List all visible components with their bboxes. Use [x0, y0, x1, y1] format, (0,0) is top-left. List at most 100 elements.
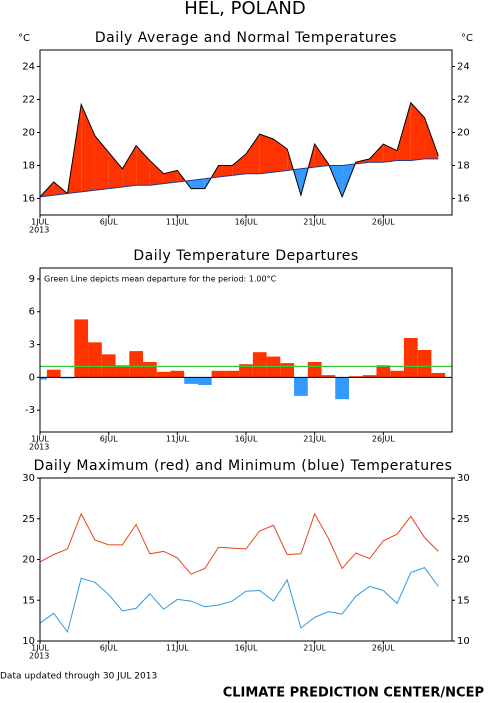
plot-frame: [39, 49, 453, 216]
departure-fill: [149, 160, 164, 186]
chart-title: Daily Temperature Departures: [133, 248, 358, 264]
page-title: HEL, POLAND: [184, 0, 305, 19]
bar: [252, 352, 267, 378]
bar: [156, 371, 171, 378]
plot-area: [40, 101, 439, 199]
y-tick-label: 9: [29, 274, 35, 285]
x-tick-label: 1JUL: [31, 218, 49, 227]
departure-fill: [246, 134, 260, 174]
y-axis-label: °C: [18, 33, 30, 44]
y-tick-label: 20: [22, 555, 35, 566]
chart-title: Daily Maximum (red) and Minimum (blue) T…: [34, 458, 453, 474]
y-tick-label: 10: [22, 636, 35, 647]
plot-area: [40, 512, 439, 634]
footnote: Data updated through 30 JUL 2013: [0, 672, 157, 682]
bar: [170, 370, 185, 378]
series-line: [40, 101, 439, 199]
x-tick-label: 6JUL: [100, 435, 118, 444]
departure-fill: [232, 153, 246, 176]
departure-fill: [397, 102, 411, 161]
y-tick-label: 22: [22, 95, 35, 106]
plot-area: [40, 319, 452, 400]
bar: [417, 350, 432, 378]
y-tick-label: 30: [457, 473, 470, 484]
y-tick-label: 30: [22, 473, 35, 484]
bar: [390, 370, 404, 378]
y-tick-label: 24: [457, 62, 470, 73]
x-tick-label: 6JUL: [100, 218, 118, 227]
series-line: [40, 567, 439, 634]
x-tick-label: 21JUL: [303, 218, 326, 227]
departure-fill: [218, 165, 233, 178]
bar: [115, 365, 130, 378]
departure-fill: [383, 144, 398, 163]
bar: [74, 319, 89, 378]
bar: [376, 365, 391, 378]
y-axis-label: °C: [461, 33, 473, 44]
departure-fill: [122, 145, 137, 187]
x-tick-label: 21JUL: [303, 435, 326, 444]
departure-fill: [369, 144, 384, 163]
departure-fill: [410, 102, 425, 161]
bar: [431, 372, 446, 378]
y-tick-label: 15: [22, 595, 35, 606]
y-tick-label: 18: [457, 161, 470, 172]
x-tick-label: 6JUL: [100, 644, 118, 653]
y-tick-label: 20: [22, 128, 35, 139]
departure-fill: [94, 135, 109, 191]
plot-frame: [39, 477, 453, 642]
departure-fill: [136, 145, 150, 186]
bar: [349, 376, 363, 378]
x-year-label: 2013: [29, 226, 49, 235]
x-tick-label: 11JUL: [166, 218, 189, 227]
departure-fill: [273, 139, 288, 173]
x-tick-label: 26JUL: [372, 435, 395, 444]
y-tick-label: 24: [22, 62, 35, 73]
bar: [307, 362, 322, 378]
bar: [46, 369, 61, 378]
y-tick-label: 16: [457, 194, 470, 205]
y-tick-label: 20: [457, 555, 470, 566]
x-year-label: 2013: [29, 652, 49, 661]
y-tick-label: 0: [29, 372, 35, 383]
series-line: [40, 512, 439, 575]
bar: [197, 377, 212, 385]
departure-fill: [108, 152, 123, 189]
bar: [280, 363, 295, 378]
plot-frame: [39, 267, 453, 433]
bar: [403, 337, 418, 378]
credit: CLIMATE PREDICTION CENTER/NCEP: [223, 686, 484, 701]
chart-title: Daily Average and Normal Temperatures: [95, 30, 397, 46]
y-tick-label: 15: [457, 595, 470, 606]
x-tick-label: 21JUL: [303, 644, 326, 653]
x-tick-label: 26JUL: [372, 644, 395, 653]
bar: [60, 377, 75, 379]
departure-fill: [81, 104, 95, 192]
x-tick-label: 1JUL: [31, 435, 49, 444]
y-tick-label: 20: [457, 128, 470, 139]
y-tick-label: 25: [22, 514, 35, 525]
bar: [88, 342, 102, 378]
bar: [362, 375, 377, 378]
series-line: [40, 158, 439, 198]
x-tick-label: 16JUL: [235, 218, 258, 227]
departure-fill: [163, 170, 178, 184]
x-tick-label: 16JUL: [235, 435, 258, 444]
bar: [335, 377, 349, 400]
x-year-label: 2013: [29, 443, 49, 452]
x-tick-label: 16JUL: [235, 644, 258, 653]
y-tick-label: 10: [457, 636, 470, 647]
y-tick-label: 18: [22, 161, 35, 172]
y-tick-label: 16: [22, 194, 35, 205]
bar: [321, 375, 336, 378]
departure-fill: [259, 134, 274, 174]
y-tick-label: -3: [25, 405, 35, 416]
x-tick-label: 26JUL: [372, 218, 395, 227]
bar: [184, 377, 198, 384]
y-tick-label: 6: [29, 307, 35, 318]
bar: [143, 362, 157, 378]
annotation: Green Line depicts mean departure for th…: [44, 275, 277, 284]
x-tick-label: 1JUL: [31, 644, 49, 653]
departure-fill: [191, 178, 205, 189]
